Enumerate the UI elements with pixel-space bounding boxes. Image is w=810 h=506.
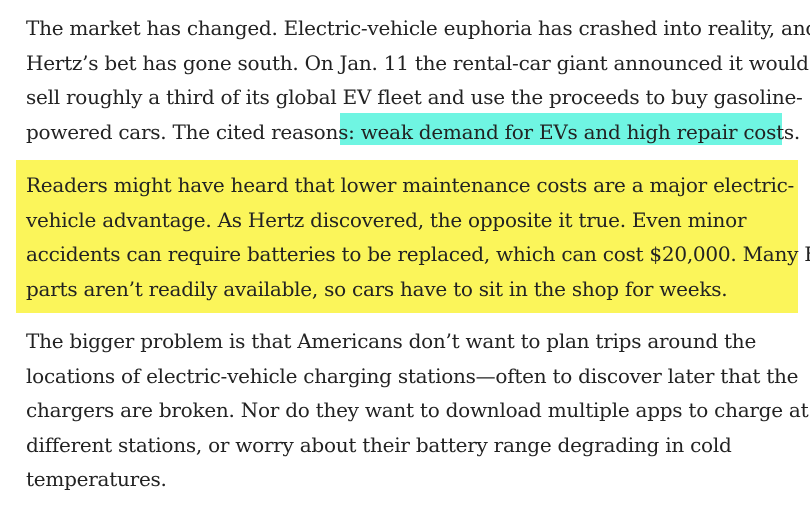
text-line: vehicle advantage. As Hertz discovered, …	[26, 207, 747, 232]
text-line: The bigger problem is that Americans don…	[26, 329, 757, 353]
text-line: Readers might have heard that lower main…	[26, 173, 795, 197]
text-line: temperatures.	[26, 467, 167, 491]
highlight-yellow	[16, 160, 798, 313]
text-line: sell roughly a third of its global EV fl…	[26, 85, 803, 109]
text-line: The market has changed. Electric-vehicle…	[26, 16, 810, 40]
text-line: different stations, or worry about their…	[26, 432, 732, 457]
text-line: locations of electric-vehicle charging s…	[26, 363, 799, 388]
highlighted-reasons: weak demand for EVs and high repair cost…	[360, 119, 801, 144]
text-line: chargers are broken. Nor do they want to…	[26, 398, 809, 422]
text-line-start: powered cars. The cited reasons:	[26, 119, 361, 144]
text-line: powered cars. The cited reasons: weak de…	[26, 115, 810, 150]
paragraph-hertz-ev: The market has changed. Electric-vehicle…	[26, 11, 810, 149]
paragraph-charging-stations: The bigger problem is that Americans don…	[26, 324, 809, 497]
highlight-cyan	[340, 113, 782, 145]
text-line: accidents can require batteries to be re…	[26, 242, 810, 266]
text-line: Hertz’s bet has gone south. On Jan. 11 t…	[26, 50, 809, 75]
text-line: parts aren’t readily available, so cars …	[26, 276, 728, 301]
paragraph-maintenance-costs: Readers might have heard that lower main…	[26, 168, 810, 306]
